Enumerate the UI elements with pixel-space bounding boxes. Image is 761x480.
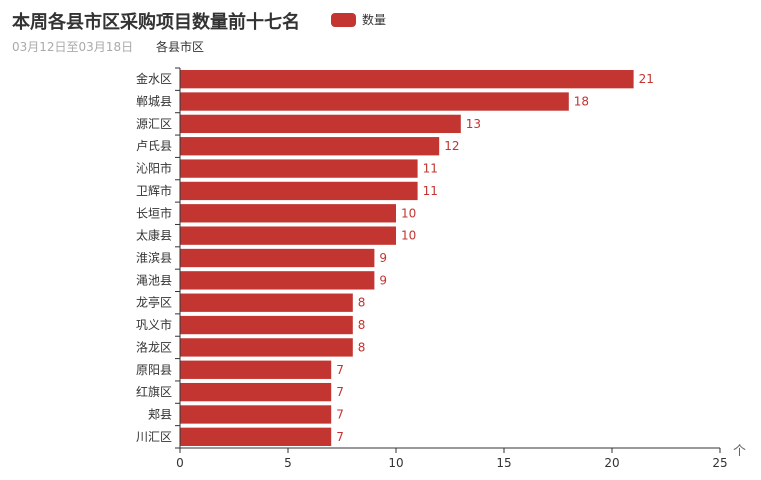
category-label: 沁阳市 — [136, 161, 172, 176]
category-label: 红旗区 — [136, 384, 172, 399]
data-label: 10 — [401, 206, 416, 220]
category-label: 淮滨县 — [136, 250, 172, 265]
data-label: 7 — [336, 407, 344, 421]
category-label: 原阳县 — [136, 363, 172, 377]
data-label: 21 — [639, 72, 654, 86]
bar — [180, 181, 418, 201]
data-label: 9 — [379, 273, 387, 287]
data-label: 8 — [358, 318, 366, 332]
data-label: 7 — [336, 430, 344, 444]
legend-item-quantity[interactable]: 数量 — [331, 11, 386, 28]
data-label: 12 — [444, 139, 459, 153]
data-label: 9 — [379, 251, 387, 265]
category-label: 龙亭区 — [136, 295, 172, 310]
bar — [180, 315, 353, 335]
category-label: 洛龙区 — [136, 339, 172, 354]
x-tick-label: 0 — [176, 456, 184, 470]
bar — [180, 70, 634, 89]
data-label: 7 — [336, 385, 344, 399]
bar — [180, 405, 332, 424]
category-label: 源汇区 — [136, 117, 172, 131]
bar — [180, 427, 332, 446]
x-tick-label: 5 — [284, 456, 292, 470]
bar — [180, 293, 353, 312]
data-label: 8 — [358, 296, 366, 310]
category-label: 川汇区 — [136, 430, 172, 444]
data-label: 7 — [336, 363, 344, 377]
category-label: 郏县 — [148, 407, 172, 421]
bar — [180, 382, 332, 402]
x-tick-label: 20 — [604, 456, 619, 470]
category-label: 渑池县 — [136, 273, 172, 287]
arrow-up-icon[interactable]: 个 — [733, 444, 747, 459]
data-label: 13 — [466, 117, 481, 131]
legend-label: 数量 — [362, 13, 387, 27]
bar — [180, 159, 418, 178]
chart-subtitle: 03月12日至03月18日 — [12, 40, 134, 54]
bar — [180, 204, 396, 223]
category-label: 金水区 — [136, 71, 172, 86]
x-tick-label: 10 — [388, 456, 403, 470]
category-label: 卢氏县 — [136, 138, 172, 153]
bar — [180, 92, 569, 111]
data-label: 10 — [401, 229, 416, 243]
bar — [180, 226, 396, 245]
data-label: 11 — [423, 184, 438, 198]
category-label: 郸城县 — [136, 95, 172, 109]
x-tick-label: 15 — [496, 456, 511, 470]
category-label: 长垣市 — [136, 205, 172, 220]
category-label: 巩义市 — [136, 317, 172, 332]
y-axis-title: 各县市区 — [156, 39, 204, 54]
category-label: 卫辉市 — [136, 183, 172, 198]
bar — [180, 248, 375, 268]
data-label: 11 — [423, 162, 438, 176]
data-label: 18 — [574, 95, 589, 109]
chart-title: 本周各县市区采购项目数量前十七名 — [12, 12, 300, 33]
bar — [180, 338, 353, 357]
category-label: 太康县 — [136, 228, 172, 243]
x-tick-label: 25 — [712, 456, 727, 470]
bar — [180, 114, 461, 134]
legend-swatch — [331, 12, 356, 27]
bar — [180, 271, 375, 290]
data-label: 8 — [358, 340, 366, 354]
bar — [180, 137, 440, 156]
bar — [180, 360, 332, 379]
